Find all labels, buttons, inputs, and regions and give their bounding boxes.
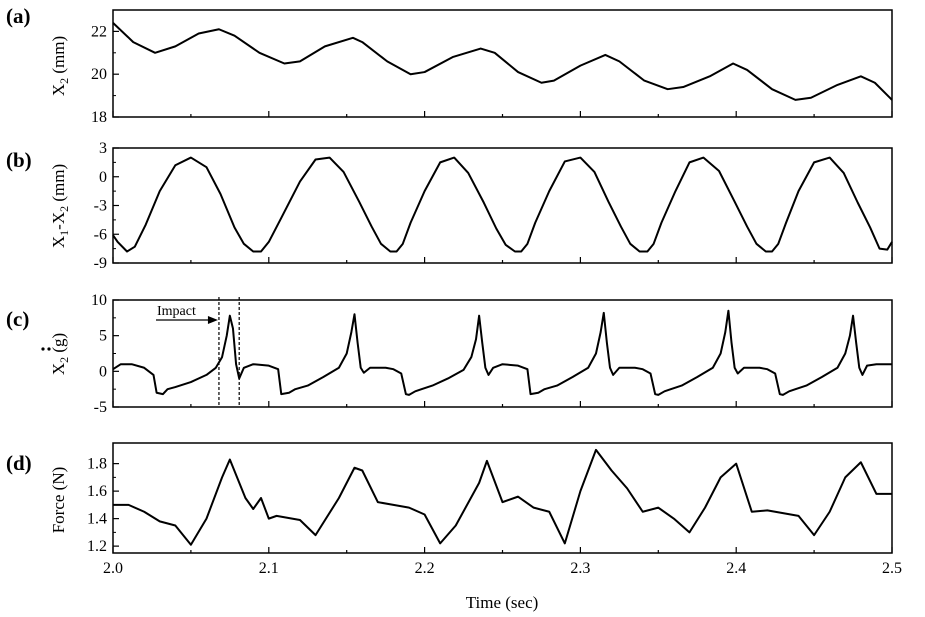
y-tick-label-c: 10 xyxy=(91,292,107,309)
y-tick-label-d: 1.2 xyxy=(87,538,107,555)
x-tick-label: 2.4 xyxy=(726,560,746,577)
y-tick-label-b: -3 xyxy=(94,198,107,215)
series-line-d-0 xyxy=(113,448,892,546)
x-tick-label: 2.3 xyxy=(570,560,590,577)
panel-label-b: (b) xyxy=(6,148,32,172)
x-tick-label: 2.2 xyxy=(415,560,435,577)
plot-area-b: -9 -6 -3 0 3 xyxy=(94,140,893,272)
x-axis-label: Time (sec) xyxy=(466,593,539,612)
y-tick-label-a: 20 xyxy=(91,66,107,83)
plot-area-d: 1.2 1.4 1.6 1.8 2.0 2.1 2.2 2.3 2.4 2.5 xyxy=(87,442,902,577)
y-tick-label-c: 0 xyxy=(99,363,107,380)
y-tick-label-c: -5 xyxy=(94,399,107,416)
y-tick-label-b: -9 xyxy=(94,255,107,272)
y-tick-label-a: 22 xyxy=(91,23,107,40)
y-axis-label-c: X2 (g) xyxy=(49,333,71,375)
plot-frame-b xyxy=(112,147,893,264)
y-axis-label-d: Force (N) xyxy=(49,467,68,534)
plot-area-c: -5 0 5 10 Impact xyxy=(91,292,893,416)
y-tick-label-b: -6 xyxy=(94,226,107,243)
series-line-c-0 xyxy=(112,309,892,396)
y-tick-label-d: 1.4 xyxy=(87,511,107,528)
x-tick-label: 2.1 xyxy=(259,560,279,577)
impact-label: Impact xyxy=(157,304,196,319)
panel-c: (c) X2 (g) -5 0 5 10 Impact xyxy=(6,292,893,416)
panel-b: (b) X1-X2 (mm) -9 -6 -3 0 3 xyxy=(6,140,893,272)
y-tick-label-d: 1.6 xyxy=(87,483,107,500)
y-tick-label-d: 1.8 xyxy=(87,456,107,473)
panel-label-d: (d) xyxy=(6,451,32,475)
panel-label-a: (a) xyxy=(6,4,31,28)
plot-area-a: 18 20 22 xyxy=(91,9,893,126)
plot-frame-a xyxy=(112,9,893,118)
x-tick-label: 2.5 xyxy=(882,560,902,577)
double-dot-accent xyxy=(41,347,51,351)
y-tick-label-c: 5 xyxy=(99,328,107,345)
y-axis-label-b: X1-X2 (mm) xyxy=(49,164,71,248)
panel-d: (d) Force (N) 1.2 1.4 1.6 1.8 2.0 2.1 2.2 2.3 2.… xyxy=(6,442,902,612)
y-tick-label-b: 0 xyxy=(99,169,107,186)
y-axis-label-a: X2 (mm) xyxy=(49,36,71,96)
x-tick-label: 2.0 xyxy=(103,560,123,577)
y-tick-label-a: 18 xyxy=(91,109,107,126)
impact-arrow-head xyxy=(207,316,218,324)
series-line-b-0 xyxy=(112,156,893,253)
panel-label-c: (c) xyxy=(6,307,29,331)
panel-a: (a) X2 (mm) 18 20 22 xyxy=(6,4,893,126)
series-line-a-0 xyxy=(112,22,893,101)
y-tick-label-b: 3 xyxy=(99,140,107,157)
